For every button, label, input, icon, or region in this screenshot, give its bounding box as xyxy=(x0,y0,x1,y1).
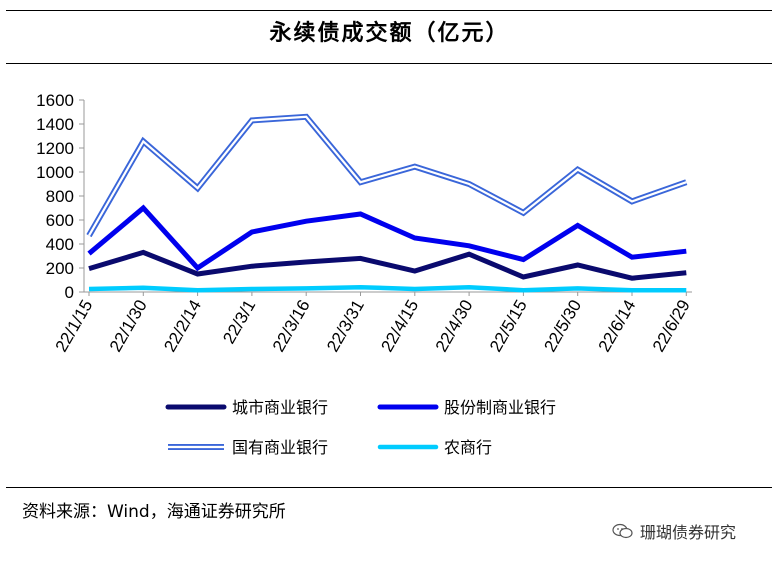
chart-title: 永续债成交额（亿元） xyxy=(269,21,510,46)
x-tick-label: 22/5/30 xyxy=(540,297,585,356)
series-line-inner xyxy=(88,115,687,237)
x-tick-label: 22/1/15 xyxy=(52,297,97,356)
x-tick-label: 22/4/30 xyxy=(432,296,477,355)
x-tick-label: 22/1/30 xyxy=(106,297,151,356)
series-line xyxy=(88,284,687,293)
legend-item: 股份制商业银行 xyxy=(377,398,556,417)
x-tick-label: 22/5/15 xyxy=(486,297,531,356)
x-tick-label: 22/3/16 xyxy=(269,297,314,356)
legend-item: 城市商业银行 xyxy=(165,398,328,417)
source-note: 资料来源：Wind，海通证券研究所 xyxy=(22,502,286,522)
watermark-text: 珊瑚债券研究 xyxy=(640,523,737,542)
series-polyline xyxy=(87,204,687,272)
y-tick-label: 400 xyxy=(46,235,74,254)
series-line xyxy=(86,113,688,238)
bottom-rule xyxy=(6,487,772,488)
series-polyline xyxy=(88,249,687,281)
legend-label: 农商行 xyxy=(444,438,492,457)
y-tick-label: 1000 xyxy=(36,163,74,182)
x-tick-label: 22/6/14 xyxy=(595,297,640,356)
legend-item: 国有商业银行 xyxy=(168,438,328,457)
x-tick-label: 22/3/1 xyxy=(219,297,259,347)
series-line-outer xyxy=(86,113,688,238)
y-tick-label: 200 xyxy=(46,259,74,278)
wechat-icon xyxy=(612,523,633,539)
y-tick-label: 1600 xyxy=(36,91,74,110)
legend-label: 股份制商业银行 xyxy=(444,398,556,417)
series-polyline xyxy=(88,284,687,293)
legend-label: 城市商业银行 xyxy=(232,398,328,417)
title-rule xyxy=(6,63,772,64)
y-tick-label: 600 xyxy=(46,211,74,230)
series-line xyxy=(87,204,687,272)
series-line xyxy=(88,249,687,281)
x-tick-label: 22/2/14 xyxy=(160,297,205,356)
x-tick-label: 22/6/29 xyxy=(649,297,694,356)
legend-item: 农商行 xyxy=(377,438,492,457)
axes: 0 200 400 600 800 1000 1200 1400 1600 22/1/15 22/1… xyxy=(36,91,694,355)
y-tick-label: 1200 xyxy=(36,139,74,158)
y-tick-label: 800 xyxy=(46,187,74,206)
legend-label: 国有商业银行 xyxy=(232,438,328,457)
top-rule xyxy=(6,10,772,11)
x-tick-label: 22/3/31 xyxy=(323,297,368,356)
y-tick-label: 1400 xyxy=(36,115,74,134)
y-tick-label: 0 xyxy=(65,283,74,302)
x-tick-label: 22/4/15 xyxy=(377,297,422,356)
line-chart: 0 200 400 600 800 1000 1200 1400 1600 22/1/15 22/1… xyxy=(36,91,694,457)
watermark: 珊瑚债券研究 xyxy=(612,519,736,543)
series-layer xyxy=(86,113,688,293)
